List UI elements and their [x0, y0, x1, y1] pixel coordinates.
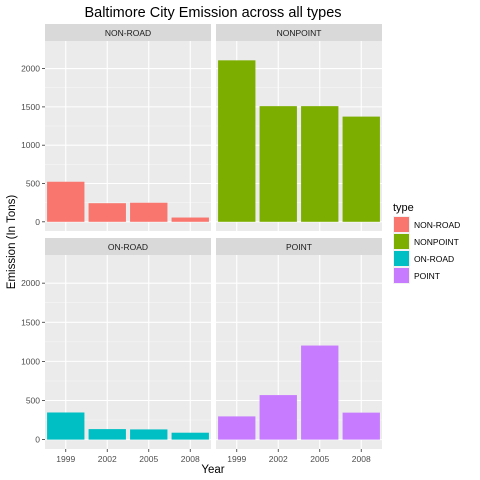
- x-tick-label: 2008: [352, 454, 371, 464]
- bar-nonpoint-2005: [301, 106, 339, 222]
- legend-item-nonpoint: NONPOINT: [393, 233, 459, 250]
- y-tick-label: 2000: [21, 64, 40, 74]
- x-tick-label: 2005: [139, 454, 158, 464]
- facet-strip-label: NONPOINT: [277, 28, 322, 38]
- legend-item-on-road: ON-ROAD: [393, 250, 454, 267]
- bar-on-road-1999: [47, 412, 85, 440]
- y-tick-label: 500: [26, 179, 40, 189]
- bar-nonpoint-2008: [342, 116, 380, 222]
- bar-on-road-2008: [171, 432, 209, 440]
- y-tick-label: 1000: [21, 356, 40, 366]
- bar-nonpoint-1999: [218, 60, 256, 222]
- legend-item-label: POINT: [414, 271, 440, 281]
- y-tick-label: 500: [26, 396, 40, 406]
- y-tick-label: 1500: [21, 102, 40, 112]
- legend-item-label: NONPOINT: [414, 237, 459, 247]
- facet-strip-label: POINT: [286, 242, 312, 252]
- legend-item-non-road: NON-ROAD: [393, 216, 460, 233]
- y-tick-label: 0: [35, 217, 40, 227]
- bar-non-road-2008: [171, 217, 209, 222]
- x-tick-label: 2005: [310, 454, 329, 464]
- bar-non-road-1999: [47, 181, 85, 222]
- facet-nonpoint: NONPOINT: [216, 24, 382, 231]
- bar-non-road-2005: [130, 202, 168, 222]
- facet-panels: NON-ROAD 0 500 1000 1500 2000 NONPOINT ON-ROAD 0…: [21, 24, 382, 464]
- facet-strip-non-road: [45, 24, 211, 41]
- y-tick-label: 1500: [21, 317, 40, 327]
- legend-title: type: [393, 202, 414, 214]
- facet-non-road: NON-ROAD 0 500 1000 1500 2000: [21, 24, 211, 231]
- y-axis-title: Emission (In Tons): [6, 195, 18, 290]
- y-tick-label: 1000: [21, 140, 40, 150]
- x-tick-label: 2002: [269, 454, 288, 464]
- x-axis-title: Year: [201, 464, 224, 476]
- facet-strip-label: ON-ROAD: [108, 242, 148, 252]
- y-tick-label: 0: [35, 435, 40, 445]
- x-tick-label: 1999: [56, 454, 75, 464]
- bar-non-road-2002: [88, 203, 126, 222]
- facet-strip-nonpoint: [216, 24, 382, 41]
- bar-nonpoint-2002: [259, 106, 297, 222]
- facet-on-road: ON-ROAD 0 500 1000 1500 2000 1999 2002 2005 2008: [21, 238, 211, 464]
- facet-strip-on-road: [45, 238, 211, 255]
- legend-key-swatch: [394, 268, 409, 283]
- legend-item-point: POINT: [393, 267, 440, 284]
- legend-key-swatch: [394, 251, 409, 266]
- bar-on-road-2005: [130, 429, 168, 440]
- x-tick-label: 1999: [227, 454, 246, 464]
- y-tick-label: 2000: [21, 278, 40, 288]
- legend-key-swatch: [394, 217, 409, 232]
- legend-item-label: ON-ROAD: [414, 254, 454, 264]
- bar-point-2008: [342, 412, 380, 440]
- bar-point-2005: [301, 345, 339, 440]
- bar-on-road-2002: [88, 429, 126, 440]
- chart-title: Baltimore City Emission across all types: [84, 5, 341, 21]
- bar-point-1999: [218, 416, 256, 440]
- legend-key-swatch: [394, 234, 409, 249]
- facet-strip-label: NON-ROAD: [105, 28, 151, 38]
- facet-point: POINT 1999 2002 2005 2008: [216, 238, 382, 464]
- facet-strip-point: [216, 238, 382, 255]
- legend-item-label: NON-ROAD: [414, 220, 460, 230]
- x-tick-label: 2002: [98, 454, 117, 464]
- x-tick-label: 2008: [181, 454, 200, 464]
- bar-point-2002: [259, 395, 297, 440]
